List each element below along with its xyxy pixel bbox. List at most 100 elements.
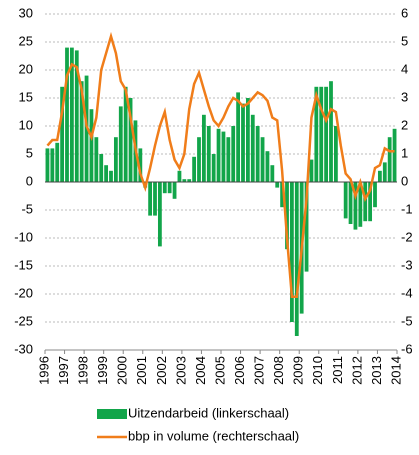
y-tick-label: 15: [19, 89, 33, 104]
x-tick-label: 2010: [310, 356, 325, 385]
bar: [60, 86, 65, 182]
x-tick-label: 2009: [291, 356, 306, 385]
bar: [162, 182, 167, 194]
bar: [358, 182, 363, 227]
x-tick-label: 2007: [252, 356, 267, 385]
y2-tick-label: -5: [401, 313, 413, 328]
bar: [387, 137, 392, 182]
bar: [55, 142, 60, 182]
bar: [172, 182, 177, 199]
bar: [353, 182, 358, 230]
y2-tick-label: -4: [401, 285, 413, 300]
bar: [201, 114, 206, 182]
bar: [231, 126, 236, 182]
line: [46, 31, 395, 299]
bar: [392, 128, 397, 182]
y2-tick-label: 0: [401, 173, 408, 188]
bar: [285, 182, 289, 250]
bar: [153, 182, 157, 216]
y-tick-label: 5: [26, 145, 33, 160]
bar: [192, 156, 197, 182]
y2-tick-label: -2: [401, 229, 413, 244]
x-tick-label: 2005: [212, 356, 227, 385]
bar: [148, 182, 153, 216]
y-tick-label: 30: [19, 5, 33, 20]
y2-tick-label: 5: [401, 33, 408, 48]
bar: [348, 182, 353, 224]
y-tick-label: -25: [14, 313, 33, 328]
bar: [319, 86, 324, 182]
x-tick-label: 2000: [115, 356, 130, 385]
y-tick-label: -15: [14, 257, 33, 272]
x-tick-label: 2003: [173, 356, 188, 385]
bar: [382, 162, 387, 182]
y2-tick-label: 3: [401, 89, 408, 104]
bar: [245, 98, 250, 182]
bar: [104, 165, 109, 182]
bar: [363, 182, 368, 222]
legend-label: bbp in volume (rechterschaal): [128, 428, 299, 443]
x-tick-label: 2014: [388, 356, 403, 385]
x-tick-label: 2004: [193, 356, 208, 385]
legend-swatch: [97, 409, 127, 419]
bar: [216, 128, 221, 182]
y-tick-label: -10: [14, 229, 33, 244]
x-tick-label: 2012: [349, 356, 364, 385]
x-tick-label: 2011: [330, 356, 345, 384]
bar: [265, 151, 270, 182]
bar: [211, 154, 216, 182]
bar: [79, 81, 84, 182]
bar: [250, 114, 255, 182]
y2-tick-label: -3: [401, 257, 413, 272]
bar: [329, 81, 333, 182]
bar: [221, 131, 226, 182]
bar: [368, 182, 373, 222]
y2-tick-label: -6: [401, 341, 413, 356]
bar: [324, 86, 329, 182]
bar: [157, 182, 162, 247]
bar: [236, 92, 241, 182]
y-tick-label: -20: [14, 285, 33, 300]
bar: [260, 137, 265, 182]
bar: [167, 182, 172, 194]
bar: [197, 137, 201, 182]
x-tick-label: 2001: [134, 356, 149, 385]
bar: [294, 182, 299, 336]
y-tick-label: -30: [14, 341, 33, 356]
y-tick-label: 20: [19, 61, 33, 76]
bar: [118, 106, 123, 182]
y2-tick-label: -1: [401, 201, 413, 216]
bar: [333, 126, 338, 182]
bar: [255, 126, 260, 182]
bar: [289, 182, 294, 322]
y2-tick-label: 4: [401, 61, 408, 76]
x-tick-label: 1998: [76, 356, 91, 385]
x-tick-label: 2013: [369, 356, 384, 385]
bar: [270, 165, 275, 182]
x-tick-label: 1999: [95, 356, 110, 385]
bar: [69, 47, 74, 182]
x-tick-label: 1996: [36, 356, 51, 385]
bar: [280, 182, 285, 208]
y2-tick-label: 2: [401, 117, 408, 132]
bar: [241, 103, 245, 182]
bar: [177, 170, 182, 182]
bar: [275, 182, 280, 188]
bar: [94, 137, 99, 182]
bar: [128, 98, 133, 182]
bar: [45, 148, 50, 182]
bar: [99, 154, 104, 182]
bar: [50, 148, 55, 182]
bar: [206, 126, 211, 182]
bar: [182, 179, 187, 182]
bar: [373, 182, 377, 208]
bar: [65, 47, 69, 182]
legend-label: Uitzendarbeid (linkerschaal): [128, 405, 289, 420]
x-tick-label: 2006: [232, 356, 247, 385]
bar: [309, 159, 314, 182]
bar: [314, 86, 319, 182]
y2-tick-label: 1: [401, 145, 408, 160]
x-tick-label: 1997: [56, 356, 71, 385]
bar: [74, 50, 79, 183]
